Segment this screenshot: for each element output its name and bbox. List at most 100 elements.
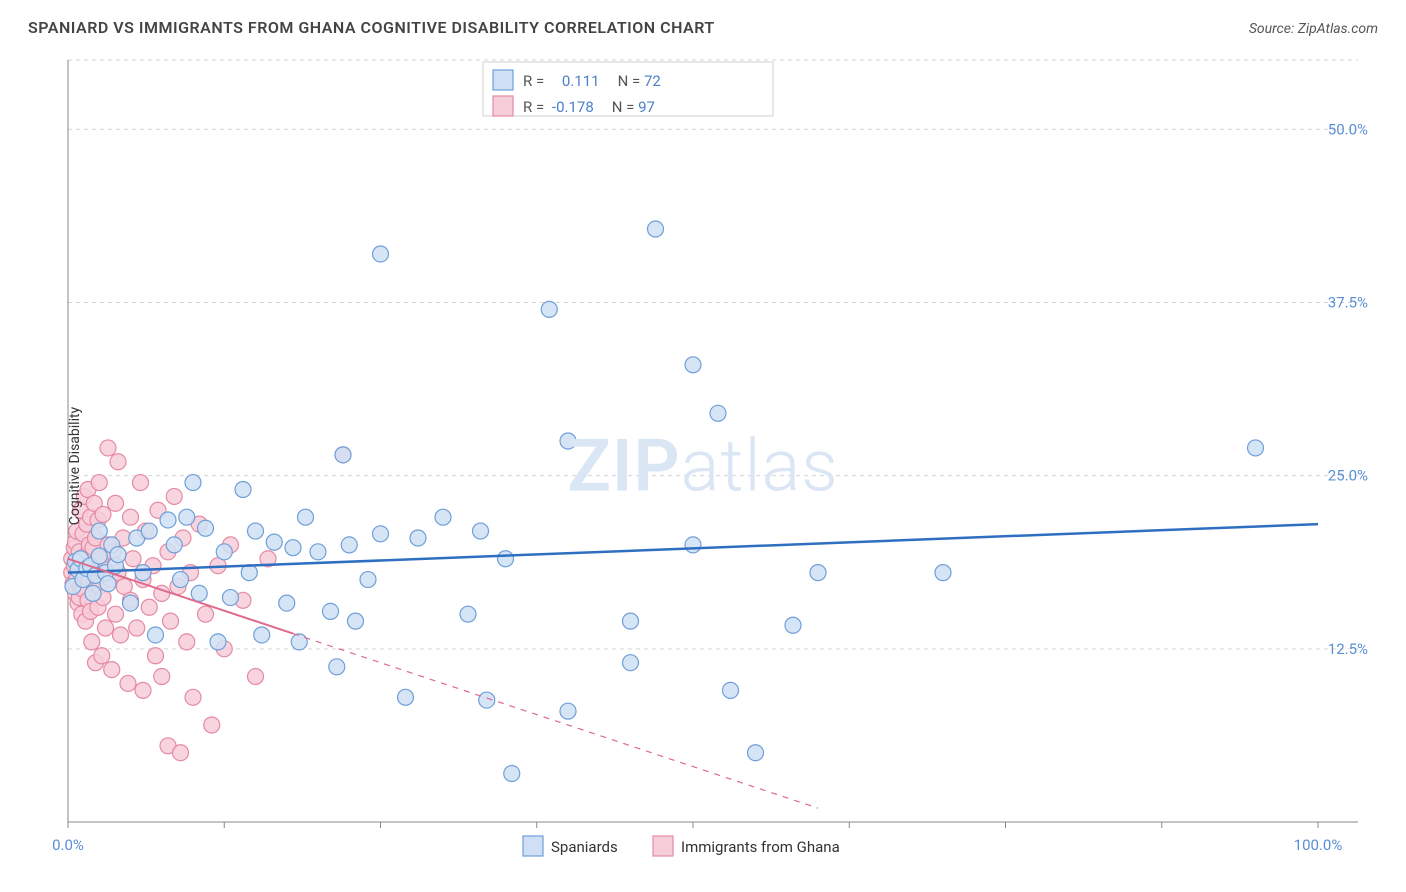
- legend-swatch: [523, 836, 543, 856]
- data-point: [125, 551, 141, 567]
- data-point: [623, 655, 639, 671]
- data-point: [479, 692, 495, 708]
- data-point: [135, 682, 151, 698]
- data-point: [191, 585, 207, 601]
- data-point: [254, 627, 270, 643]
- data-point: [160, 512, 176, 528]
- data-point: [110, 454, 126, 470]
- stats-swatch: [493, 96, 513, 116]
- data-point: [710, 405, 726, 421]
- data-point: [185, 475, 201, 491]
- data-point: [935, 565, 951, 581]
- data-point: [91, 523, 107, 539]
- stats-row: R = 0.111N = 72: [523, 72, 661, 90]
- y-tick-label: 25.0%: [1328, 467, 1368, 485]
- data-point: [100, 440, 116, 456]
- legend-swatch: [653, 836, 673, 856]
- data-point: [723, 682, 739, 698]
- data-point: [323, 603, 339, 619]
- data-point: [166, 537, 182, 553]
- data-point: [748, 745, 764, 761]
- data-point: [398, 689, 414, 705]
- data-point: [204, 717, 220, 733]
- data-point: [373, 246, 389, 262]
- data-point: [498, 551, 514, 567]
- scatter-chart: 12.5% 25.0% 37.5% 50.0% 0.0% 100.0% R = 0.111N…: [28, 50, 1378, 882]
- data-point: [133, 475, 149, 491]
- data-point: [198, 520, 214, 536]
- data-point: [148, 627, 164, 643]
- data-point: [473, 523, 489, 539]
- data-point: [94, 648, 110, 664]
- data-point: [108, 606, 124, 622]
- data-point: [298, 509, 314, 525]
- data-point: [123, 595, 139, 611]
- chart-title: SPANIARD VS IMMIGRANTS FROM GHANA COGNIT…: [28, 18, 715, 37]
- x-tick-label: 100.0%: [1294, 836, 1343, 854]
- data-point: [185, 689, 201, 705]
- data-point: [360, 572, 376, 588]
- data-point: [285, 540, 301, 556]
- data-point: [173, 572, 189, 588]
- y-tick-label: 12.5%: [1328, 640, 1368, 658]
- data-point: [91, 548, 107, 564]
- data-point: [785, 617, 801, 633]
- data-point: [335, 447, 351, 463]
- data-point: [329, 659, 345, 675]
- y-axis-label: Cognitive Disability: [67, 407, 83, 525]
- data-point: [141, 599, 157, 615]
- stats-row: R = -0.178N = 97: [523, 98, 655, 116]
- data-point: [210, 634, 226, 650]
- data-point: [123, 509, 139, 525]
- data-point: [623, 613, 639, 629]
- data-point: [85, 585, 101, 601]
- data-point: [460, 606, 476, 622]
- data-point: [560, 703, 576, 719]
- data-point: [410, 530, 426, 546]
- data-point: [504, 766, 520, 782]
- data-point: [179, 509, 195, 525]
- legend-label: Spaniards: [551, 838, 618, 856]
- y-tick-label: 50.0%: [1328, 120, 1368, 138]
- data-point: [560, 433, 576, 449]
- data-point: [223, 590, 239, 606]
- data-point: [348, 613, 364, 629]
- data-point: [84, 634, 100, 650]
- data-point: [179, 634, 195, 650]
- chart-header: SPANIARD VS IMMIGRANTS FROM GHANA COGNIT…: [28, 18, 1378, 37]
- data-point: [110, 547, 126, 563]
- data-point: [98, 620, 114, 636]
- data-point: [373, 526, 389, 542]
- data-point: [104, 662, 120, 678]
- data-point: [154, 669, 170, 685]
- stats-swatch: [493, 70, 513, 90]
- y-tick-label: 37.5%: [1328, 293, 1368, 311]
- data-point: [310, 544, 326, 560]
- data-point: [129, 620, 145, 636]
- data-point: [113, 627, 129, 643]
- data-point: [95, 506, 111, 522]
- data-point: [108, 495, 124, 511]
- chart-area: Cognitive Disability ZIPatlas 12.5%25.0%…: [28, 50, 1378, 882]
- data-point: [100, 576, 116, 592]
- data-point: [685, 357, 701, 373]
- x-tick-label: 0.0%: [52, 836, 84, 854]
- data-point: [266, 534, 282, 550]
- data-point: [141, 523, 157, 539]
- data-point: [173, 745, 189, 761]
- data-point: [435, 509, 451, 525]
- data-point: [248, 523, 264, 539]
- data-point: [198, 606, 214, 622]
- data-point: [120, 675, 136, 691]
- data-point: [163, 613, 179, 629]
- legend-label: Immigrants from Ghana: [681, 838, 840, 856]
- data-point: [135, 565, 151, 581]
- data-point: [810, 565, 826, 581]
- data-point: [685, 537, 701, 553]
- data-point: [235, 481, 251, 497]
- data-point: [91, 475, 107, 491]
- data-point: [1248, 440, 1264, 456]
- data-point: [648, 221, 664, 237]
- data-point: [279, 595, 295, 611]
- data-point: [291, 634, 307, 650]
